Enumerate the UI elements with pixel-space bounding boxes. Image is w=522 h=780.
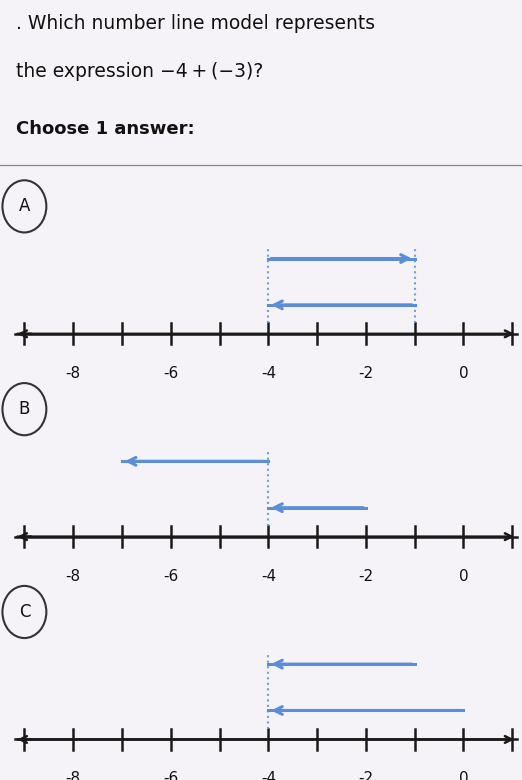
Text: A: A <box>19 197 30 215</box>
Text: Choose 1 answer:: Choose 1 answer: <box>16 120 194 138</box>
Text: -4: -4 <box>261 569 276 583</box>
Text: -6: -6 <box>163 771 179 780</box>
Text: -2: -2 <box>358 771 373 780</box>
Text: -2: -2 <box>358 366 373 381</box>
Text: 0: 0 <box>459 771 468 780</box>
Text: -8: -8 <box>66 366 81 381</box>
Text: C: C <box>19 603 30 621</box>
Text: the expression −4 + (−3)?: the expression −4 + (−3)? <box>16 62 263 81</box>
Text: -2: -2 <box>358 569 373 583</box>
Text: -4: -4 <box>261 771 276 780</box>
Text: -8: -8 <box>66 771 81 780</box>
Text: -6: -6 <box>163 569 179 583</box>
Text: -8: -8 <box>66 569 81 583</box>
Text: . Which number line model represents: . Which number line model represents <box>16 14 375 33</box>
Text: 0: 0 <box>459 569 468 583</box>
Text: -4: -4 <box>261 366 276 381</box>
Text: 0: 0 <box>459 366 468 381</box>
Text: -6: -6 <box>163 366 179 381</box>
Text: B: B <box>19 400 30 418</box>
